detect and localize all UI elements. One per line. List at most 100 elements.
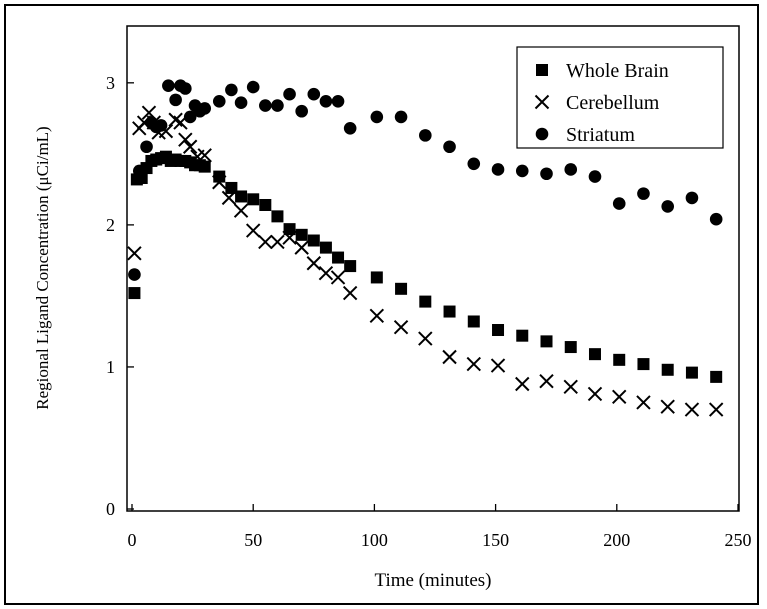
striatum-point [169,93,182,107]
striatum-point [234,96,248,110]
cerebellum-point [258,234,273,250]
legend-marker-whole-brain [536,64,548,76]
series-striatum [128,79,723,281]
legend-box [516,46,724,149]
striatum-point [183,110,197,124]
striatum-point [246,80,260,94]
striatum-point [179,82,192,95]
figure-frame: 0 50 100 150 200 250 0 1 2 3 Time (minutes) Regio… [4,4,759,605]
x-tick-label-0: 0 [128,530,137,550]
striatum-point [564,163,578,176]
striatum-point [283,87,296,101]
axis-ticks [127,82,739,511]
striatum-point [132,164,146,178]
legend-label-striatum: Striatum [566,124,635,146]
cerebellum-point [587,386,603,402]
x-tick-label-100: 100 [361,530,388,550]
whole-brain-point [235,190,248,203]
striatum-point [370,110,384,124]
striatum-point [271,99,284,112]
whole-brain-point [370,271,383,284]
whole-brain-point [395,282,408,295]
whole-brain-point [307,234,320,247]
whole-brain-point [247,193,260,206]
chart: 0 50 100 150 200 250 0 1 2 3 Time (minutes) Regio… [33,25,752,591]
cerebellum-point [490,358,506,373]
striatum-point [295,104,308,118]
cerebellum-point [330,270,346,285]
whole-brain-point [259,198,272,211]
cerebellum-point [178,132,193,147]
y-axis-label: Regional Ligand Concentration (μCi/mL) [33,126,52,409]
series-whole-brain [128,150,723,383]
striatum-point [140,140,153,154]
striatum-point [331,94,345,108]
whole-brain-point [271,210,284,223]
striatum-point [343,121,357,135]
y-tick-label-2: 2 [106,215,115,235]
cerebellum-point [221,190,237,206]
whole-brain-point [128,287,141,300]
whole-brain-point [213,170,226,183]
striatum-point [540,167,553,181]
whole-brain-point [332,251,345,264]
cerebellum-point [197,148,212,163]
x-tick-label-250: 250 [725,530,752,550]
whole-brain-point [564,341,577,354]
cerebellum-point [539,373,554,389]
cerebellum-point [294,240,309,255]
whole-brain-point [540,335,553,348]
cerebellum-point [612,389,627,404]
plot-area [126,25,740,512]
whole-brain-point [516,329,529,342]
y-tick-label-1: 1 [106,357,115,377]
cerebellum-point [369,308,385,324]
striatum-point [709,212,723,226]
cerebellum-point [306,256,322,271]
whole-brain-point [225,181,238,194]
whole-brain-point [685,366,698,379]
striatum-point [128,268,141,281]
cerebellum-point [636,395,651,410]
striatum-point [394,110,408,124]
cerebellum-point [660,399,675,414]
striatum-point [162,79,175,92]
cerebellum-point [282,230,297,245]
striatum-point [225,83,238,97]
striatum-point [661,200,675,213]
series-cerebellum [127,105,724,417]
whole-brain-point [344,260,357,273]
whole-brain-point [588,348,601,361]
striatum-point [612,197,626,210]
cerebellum-point [418,331,433,346]
legend-marker-cerebellum [534,94,550,110]
striatum-point [685,191,699,205]
x-axis-label: Time (minutes) [375,570,492,591]
striatum-point [154,119,168,132]
x-tick-label-200: 200 [603,530,630,550]
whole-brain-point [443,305,456,318]
cerebellum-point [342,285,358,301]
whole-brain-point [637,358,650,371]
x-tick-label-150: 150 [482,530,509,550]
cerebellum-point [270,234,285,250]
striatum-point [443,140,456,154]
legend: Whole Brain Cerebellum Striatum [516,46,724,149]
whole-brain-point [710,370,723,383]
cerebellum-point [182,139,198,154]
legend-label-cerebellum: Cerebellum [566,92,660,114]
cerebellum-point [393,319,409,335]
y-tick-label-3: 3 [106,73,115,93]
whole-brain-point [198,160,211,173]
whole-brain-point [419,295,432,308]
striatum-point [467,157,481,171]
axis-tick-labels: 0 50 100 150 200 250 0 1 2 3 [106,73,752,550]
legend-marker-striatum [535,127,549,141]
striatum-point [637,187,650,200]
striatum-point [307,87,321,101]
whole-brain-point [492,324,505,337]
striatum-point [515,164,529,178]
whole-brain-point [295,228,308,241]
striatum-point [319,94,333,108]
whole-brain-point [283,223,296,236]
